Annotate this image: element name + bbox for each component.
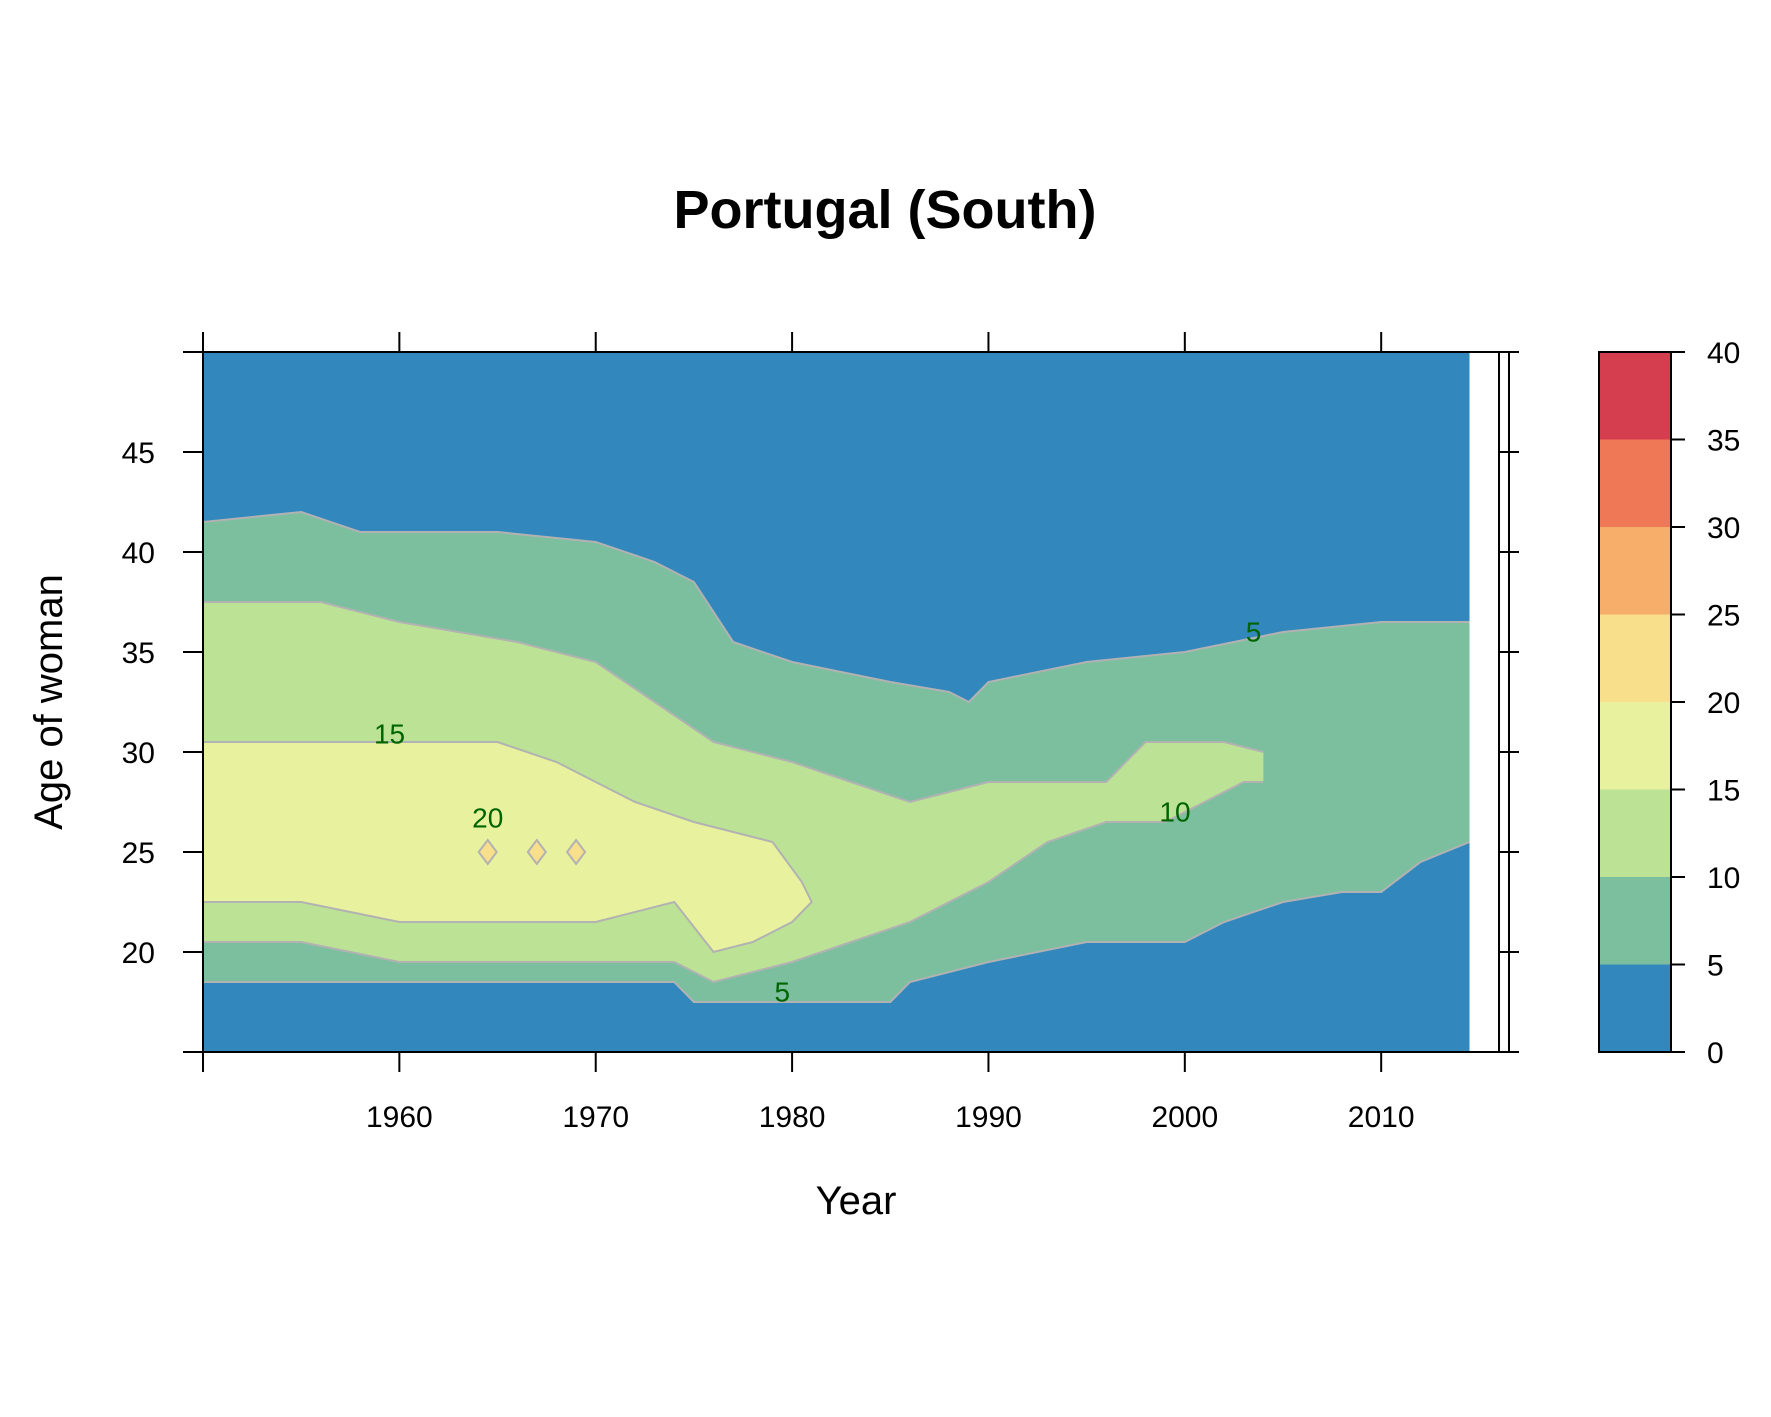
color-key-label-25: 25 (1707, 600, 1740, 633)
contour-label-0: 15 (374, 718, 405, 749)
contour-label-3: 10 (1159, 796, 1190, 827)
contour-layer (203, 510, 1470, 1003)
color-key-swatch-6 (1599, 439, 1671, 527)
color-key-swatch-5 (1599, 527, 1671, 615)
speck-20-25-2 (565, 838, 587, 866)
contour-line-lower-10-15 (203, 781, 1264, 984)
color-key-label-30: 30 (1707, 512, 1740, 545)
y-axis-label: Age of woman (27, 574, 71, 830)
speck-20-25-1 (526, 838, 548, 866)
color-key-label-35: 35 (1707, 425, 1740, 458)
y-tick-label-45: 45 (122, 437, 155, 470)
plot-frame (202, 351, 1500, 1053)
contour-label-layer: 15 20 5 10 5 (374, 616, 1261, 1007)
contour-line-upper-10-15 (203, 601, 1264, 804)
color-key-label-5: 5 (1707, 950, 1724, 983)
color-key-label-0: 0 (1707, 1037, 1724, 1070)
band-15-20 (203, 742, 812, 952)
speck-20-25-0 (477, 838, 498, 866)
y-axis: 20 25 30 35 40 45 (122, 351, 1519, 1053)
x-tick-label-1980: 1980 (759, 1101, 826, 1134)
color-key-label-15: 15 (1707, 775, 1740, 808)
color-key-swatch-7 (1599, 352, 1671, 440)
contour-label-2: 5 (1246, 616, 1262, 647)
color-key-swatch-2 (1599, 789, 1671, 877)
color-key-label-20: 20 (1707, 687, 1740, 720)
color-key: 0 5 10 15 20 25 30 35 40 (1598, 337, 1740, 1070)
contour-label-1: 20 (472, 802, 503, 833)
y-tick-label-25: 25 (122, 837, 155, 870)
heatmap-layer (203, 352, 1499, 1052)
y-tick-label-20: 20 (122, 937, 155, 970)
color-key-swatch-4 (1599, 614, 1671, 702)
x-tick-label-2000: 2000 (1151, 1101, 1218, 1134)
y-tick-label-35: 35 (122, 637, 155, 670)
chart-title: Portugal (South) (674, 180, 1097, 240)
color-key-swatch-3 (1599, 702, 1671, 790)
x-axis: 1960 1970 1980 1990 2000 2010 (202, 332, 1415, 1134)
color-key-label-40: 40 (1707, 337, 1740, 370)
y-tick-label-40: 40 (122, 537, 155, 570)
x-tick-label-2010: 2010 (1348, 1101, 1415, 1134)
contour-line-lower-5-10 (203, 841, 1470, 1003)
x-tick-label-1990: 1990 (955, 1101, 1022, 1134)
contour-label-4: 5 (774, 976, 790, 1007)
x-axis-label: Year (816, 1179, 897, 1223)
y-tick-label-30: 30 (122, 737, 155, 770)
color-key-label-10: 10 (1707, 862, 1740, 895)
contour-line-upper-15-20 (203, 741, 773, 843)
heatmap-empty (1469, 352, 1499, 1052)
color-key-swatch-1 (1599, 877, 1671, 965)
color-key-swatch-0 (1599, 964, 1671, 1052)
x-tick-label-1960: 1960 (366, 1101, 433, 1134)
x-tick-label-1970: 1970 (562, 1101, 629, 1134)
contour-line-upper-5-10 (203, 510, 1470, 704)
contour-line-lower-15-20 (203, 841, 813, 954)
